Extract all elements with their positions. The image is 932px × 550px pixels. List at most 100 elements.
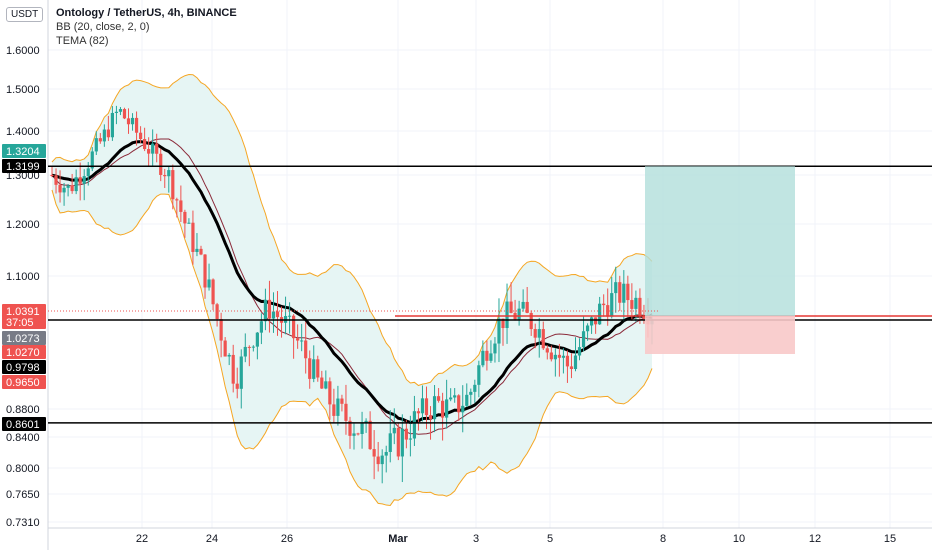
candle[interactable] — [344, 384, 348, 435]
candle[interactable] — [312, 345, 316, 383]
candle[interactable] — [449, 388, 453, 402]
candle[interactable] — [171, 164, 175, 210]
candle[interactable] — [553, 348, 557, 377]
candle[interactable] — [525, 286, 529, 314]
candle[interactable] — [263, 288, 268, 331]
candle[interactable] — [98, 133, 102, 144]
candle[interactable] — [235, 367, 239, 399]
candle[interactable] — [82, 169, 86, 201]
candle[interactable] — [267, 280, 272, 333]
candle[interactable] — [292, 314, 296, 359]
candle[interactable] — [179, 185, 183, 222]
candle[interactable] — [441, 392, 445, 441]
candle[interactable] — [376, 441, 380, 472]
candle[interactable] — [356, 432, 360, 436]
candle[interactable] — [138, 126, 143, 144]
candle[interactable] — [489, 340, 493, 363]
candle[interactable] — [203, 254, 207, 299]
candle[interactable] — [360, 411, 364, 449]
candle[interactable] — [509, 282, 513, 314]
candle[interactable] — [287, 302, 292, 334]
candle[interactable] — [227, 353, 231, 366]
candle[interactable] — [223, 337, 227, 357]
candle[interactable] — [493, 337, 497, 363]
candle[interactable] — [436, 388, 441, 403]
candle[interactable] — [541, 321, 545, 351]
candle[interactable] — [517, 300, 521, 326]
candle[interactable] — [251, 345, 255, 352]
candle[interactable] — [211, 278, 215, 311]
candle[interactable] — [175, 197, 179, 218]
candle[interactable] — [183, 209, 187, 238]
candle[interactable] — [416, 408, 421, 431]
candle[interactable] — [308, 350, 312, 389]
candle[interactable] — [275, 291, 280, 336]
candle[interactable] — [239, 349, 243, 409]
candle[interactable] — [324, 370, 328, 390]
candle[interactable] — [368, 411, 372, 450]
candle[interactable] — [78, 162, 82, 201]
symbol-title[interactable]: Ontology / TetherUS, 4h, BINANCE — [56, 7, 237, 19]
candle[interactable] — [400, 414, 404, 483]
candle[interactable] — [445, 379, 449, 429]
candle[interactable] — [380, 449, 384, 484]
candle[interactable] — [589, 315, 594, 334]
candle[interactable] — [505, 283, 509, 344]
candle[interactable] — [412, 395, 417, 446]
candle[interactable] — [481, 340, 485, 368]
candle[interactable] — [74, 169, 78, 195]
target-zone[interactable] — [645, 166, 795, 316]
candle[interactable] — [316, 355, 320, 382]
indicator-bb[interactable]: BB (20, close, 2, 0) — [56, 21, 150, 33]
candle[interactable] — [396, 422, 400, 461]
candle[interactable] — [332, 388, 336, 424]
candle[interactable] — [102, 124, 106, 147]
candle[interactable] — [54, 168, 58, 194]
candle[interactable] — [231, 344, 235, 393]
candle[interactable] — [537, 317, 541, 358]
candle[interactable] — [255, 332, 259, 360]
candle[interactable] — [521, 289, 525, 312]
candle[interactable] — [529, 310, 533, 336]
candle[interactable] — [424, 386, 429, 430]
candle[interactable] — [207, 263, 211, 291]
candle[interactable] — [130, 113, 135, 131]
candle[interactable] — [94, 131, 98, 156]
currency-button[interactable]: USDT — [6, 7, 44, 22]
candle[interactable] — [271, 292, 276, 333]
candle[interactable] — [638, 288, 642, 324]
candle[interactable] — [497, 298, 501, 363]
candle[interactable] — [155, 133, 159, 163]
candle[interactable] — [50, 166, 54, 178]
candle[interactable] — [328, 377, 332, 420]
candle[interactable] — [296, 324, 300, 349]
candle[interactable] — [565, 350, 570, 383]
candle[interactable] — [247, 345, 251, 367]
candle[interactable] — [585, 323, 590, 341]
candle[interactable] — [126, 108, 131, 134]
candle[interactable] — [340, 394, 344, 412]
candle[interactable] — [602, 294, 606, 317]
candle[interactable] — [134, 111, 139, 146]
candle[interactable] — [159, 148, 163, 182]
candle[interactable] — [469, 388, 473, 406]
candle[interactable] — [545, 345, 549, 360]
candle[interactable] — [577, 338, 582, 361]
candle[interactable] — [187, 218, 191, 224]
candle[interactable] — [300, 323, 304, 352]
candle[interactable] — [66, 184, 70, 197]
candle[interactable] — [549, 345, 553, 362]
candle[interactable] — [501, 318, 505, 346]
candle[interactable] — [432, 385, 437, 433]
candle[interactable] — [62, 182, 66, 206]
candle[interactable] — [485, 340, 489, 371]
candle[interactable] — [106, 115, 110, 141]
candle[interactable] — [626, 275, 630, 317]
candle[interactable] — [58, 170, 62, 203]
candle[interactable] — [259, 313, 263, 345]
candle[interactable] — [70, 173, 74, 194]
candle[interactable] — [114, 105, 119, 125]
candle[interactable] — [199, 245, 203, 256]
candle[interactable] — [147, 137, 151, 167]
